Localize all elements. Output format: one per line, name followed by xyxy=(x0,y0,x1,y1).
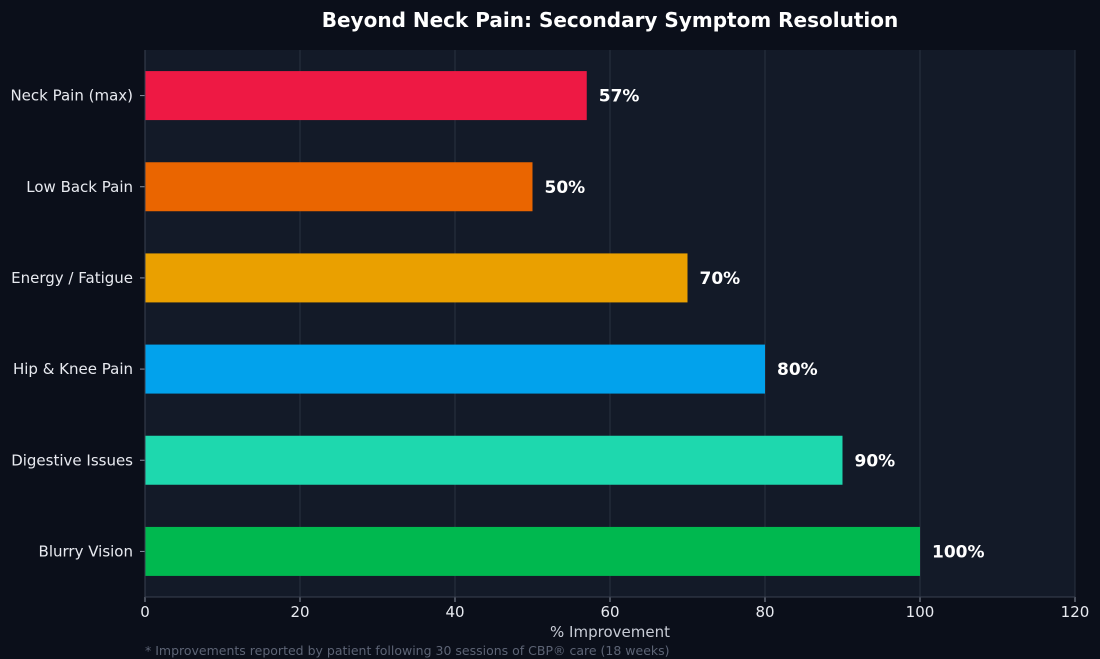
x-tick-label: 60 xyxy=(600,603,619,621)
bar xyxy=(145,253,688,303)
data-label: 90% xyxy=(855,451,896,471)
x-tick-label: 100 xyxy=(906,603,935,621)
y-tick-label: Hip & Knee Pain xyxy=(13,360,133,378)
bar xyxy=(145,71,587,121)
data-label: 70% xyxy=(700,269,741,289)
footnote: * Improvements reported by patient follo… xyxy=(145,643,670,658)
y-tick-label: Neck Pain (max) xyxy=(10,87,133,105)
x-tick-label: 80 xyxy=(755,603,774,621)
y-tick-label: Blurry Vision xyxy=(39,542,133,560)
data-label: 80% xyxy=(777,360,818,380)
data-label: 100% xyxy=(932,542,985,562)
bar xyxy=(145,162,533,212)
bar xyxy=(145,435,843,485)
bar xyxy=(145,344,765,394)
x-tick-label: 20 xyxy=(290,603,309,621)
y-tick-label: Energy / Fatigue xyxy=(11,269,133,287)
data-label: 57% xyxy=(599,87,640,107)
x-tick-label: 120 xyxy=(1061,603,1090,621)
data-label: 50% xyxy=(545,178,586,198)
x-tick-label: 40 xyxy=(445,603,464,621)
x-axis-label: % Improvement xyxy=(550,623,670,641)
y-tick-label: Low Back Pain xyxy=(26,178,133,196)
y-tick-label: Digestive Issues xyxy=(11,451,133,469)
chart-title: Beyond Neck Pain: Secondary Symptom Reso… xyxy=(322,8,898,32)
bar xyxy=(145,526,920,576)
x-tick-label: 0 xyxy=(140,603,150,621)
